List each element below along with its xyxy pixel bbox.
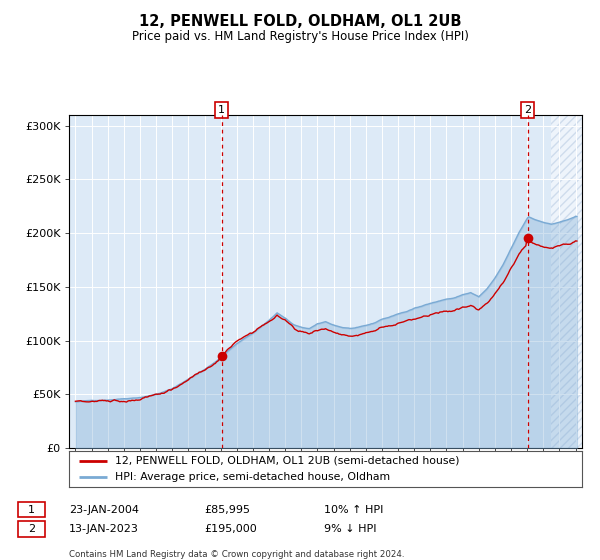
Text: Price paid vs. HM Land Registry's House Price Index (HPI): Price paid vs. HM Land Registry's House … <box>131 30 469 43</box>
Text: 9% ↓ HPI: 9% ↓ HPI <box>324 524 377 534</box>
Text: 12, PENWELL FOLD, OLDHAM, OL1 2UB (semi-detached house): 12, PENWELL FOLD, OLDHAM, OL1 2UB (semi-… <box>115 456 460 465</box>
Text: £85,995: £85,995 <box>204 505 250 515</box>
Text: HPI: Average price, semi-detached house, Oldham: HPI: Average price, semi-detached house,… <box>115 473 390 482</box>
Text: 10% ↑ HPI: 10% ↑ HPI <box>324 505 383 515</box>
Text: 1: 1 <box>28 505 35 515</box>
Text: 13-JAN-2023: 13-JAN-2023 <box>69 524 139 534</box>
Text: Contains HM Land Registry data © Crown copyright and database right 2024.
This d: Contains HM Land Registry data © Crown c… <box>69 550 404 560</box>
Text: 12, PENWELL FOLD, OLDHAM, OL1 2UB: 12, PENWELL FOLD, OLDHAM, OL1 2UB <box>139 14 461 29</box>
Text: 1: 1 <box>218 105 225 115</box>
Text: 2: 2 <box>28 524 35 534</box>
Text: 23-JAN-2004: 23-JAN-2004 <box>69 505 139 515</box>
Text: 2: 2 <box>524 105 532 115</box>
Text: £195,000: £195,000 <box>204 524 257 534</box>
Bar <box>551 115 584 448</box>
Bar <box>551 115 584 448</box>
